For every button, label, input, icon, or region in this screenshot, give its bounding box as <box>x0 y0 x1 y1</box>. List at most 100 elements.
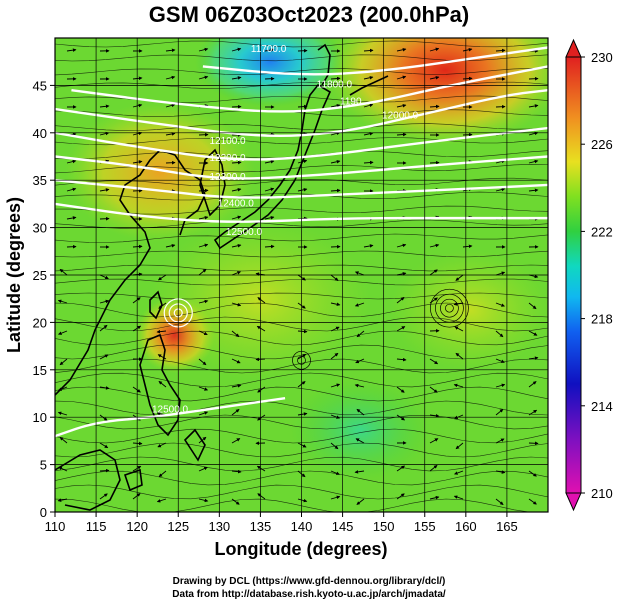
wind-arrow <box>231 76 242 80</box>
wind-arrow <box>198 299 209 304</box>
wind-arrow <box>132 386 141 393</box>
circulation-ring <box>445 303 454 313</box>
wind-arrow <box>455 352 464 360</box>
wind-arrow <box>396 103 407 108</box>
y-tick-label: 25 <box>33 268 47 283</box>
coastline-taiwan <box>149 290 163 320</box>
wind-arrow <box>156 329 167 334</box>
wind-arrow <box>495 330 504 338</box>
wind-arrow <box>330 352 339 360</box>
wind-arrow <box>528 330 538 336</box>
wind-arrow <box>297 187 308 192</box>
x-tick-label: 135 <box>250 519 272 534</box>
wind-arrow <box>57 498 68 502</box>
wind-arrow <box>396 493 405 500</box>
wind-arrow <box>198 411 209 416</box>
wind-arrow <box>59 268 68 276</box>
coastline-islands <box>123 428 206 492</box>
x-tick-label: 130 <box>208 519 230 534</box>
wind-arrow <box>157 274 167 281</box>
warm-region-northeast <box>325 38 548 145</box>
wind-arrow <box>231 243 242 248</box>
wind-arrow <box>264 187 275 192</box>
contour-label: 1190 <box>340 96 362 107</box>
streamline <box>55 177 548 187</box>
colorbar-tick-label: 226 <box>591 137 613 152</box>
wind-arrow <box>99 324 108 332</box>
wind-arrow <box>462 47 473 52</box>
wind-arrow <box>231 215 242 220</box>
wind-arrow <box>231 438 241 444</box>
x-tick-label: 140 <box>291 519 313 534</box>
streamline <box>55 372 548 388</box>
wind-arrow <box>528 188 539 193</box>
wind-arrow <box>257 386 266 393</box>
wind-arrow <box>165 48 176 53</box>
streamline <box>55 330 548 346</box>
wind-arrow <box>429 47 440 52</box>
streamlines <box>55 40 548 512</box>
wind-arrow <box>396 465 405 472</box>
contour-label: 11800.0 <box>317 79 353 90</box>
wind-arrow <box>58 466 68 472</box>
wind-arrow <box>330 442 339 450</box>
wind-arrow <box>99 104 110 109</box>
wind-arrow <box>297 498 308 503</box>
wind-arrow <box>363 103 374 108</box>
wind-arrow <box>132 493 141 500</box>
wind-arrow <box>429 465 438 472</box>
wind-arrow <box>355 358 365 364</box>
wind-arrow <box>156 498 167 503</box>
wind-arrow <box>99 468 110 473</box>
wind-arrow <box>198 188 209 193</box>
streamline <box>55 137 548 146</box>
contour-label: 12400.0 <box>218 199 255 210</box>
wind-arrow <box>198 215 209 220</box>
wind-arrow <box>495 271 506 276</box>
contour-label: 11700.0 <box>251 44 287 55</box>
y-tick-label: 5 <box>40 458 47 473</box>
wind-arrow <box>355 438 365 444</box>
wind-arrow <box>165 243 176 248</box>
chart-title: GSM 06Z03Oct2023 (200.0hPa) <box>149 2 469 27</box>
wind-arrow <box>297 442 307 448</box>
coastline-kuril <box>349 75 389 96</box>
wind-arrow <box>429 495 440 500</box>
credit-drawing: Drawing by DCL (https://www.gfd-dennou.o… <box>173 576 446 587</box>
wind-arrow <box>264 159 275 164</box>
wind-arrow <box>453 495 464 500</box>
wind-arrow <box>231 330 240 338</box>
wind-arrow <box>66 159 77 164</box>
wind-arrow <box>158 381 167 388</box>
streamline <box>55 484 548 500</box>
x-tick-label: 155 <box>414 519 436 534</box>
coastline-sakhalin <box>317 43 331 86</box>
wind-arrow <box>330 495 341 500</box>
wind-arrow <box>363 244 374 248</box>
wind-arrow <box>198 47 209 52</box>
x-axis: 110 115 120 125 130 135 140 145 150 155 160 165 <box>45 512 518 534</box>
wind-arrow <box>528 381 537 388</box>
wind-arrow <box>495 470 506 474</box>
colorbar-tick-label: 214 <box>591 399 613 414</box>
wind-arrow <box>528 470 537 477</box>
y-tick-label: 20 <box>33 315 47 330</box>
y-tick-label: 0 <box>40 505 47 520</box>
x-tick-label: 110 <box>45 519 66 534</box>
coastline-japan <box>213 83 332 250</box>
colorbar-ramp <box>565 56 582 494</box>
wind-arrow <box>495 302 505 307</box>
streamline <box>55 442 548 458</box>
streamline <box>55 302 548 318</box>
wind-arrow <box>455 274 464 281</box>
wind-arrow <box>330 159 341 164</box>
wind-arrow <box>396 132 407 137</box>
streamline <box>55 233 548 243</box>
streamline <box>55 81 548 89</box>
wind-arrow <box>231 409 240 416</box>
wind-arrow <box>57 411 68 416</box>
circulation-ring <box>430 288 469 328</box>
wind-arrow <box>256 325 266 332</box>
streamline <box>55 292 548 300</box>
wind-arrow <box>132 297 141 304</box>
